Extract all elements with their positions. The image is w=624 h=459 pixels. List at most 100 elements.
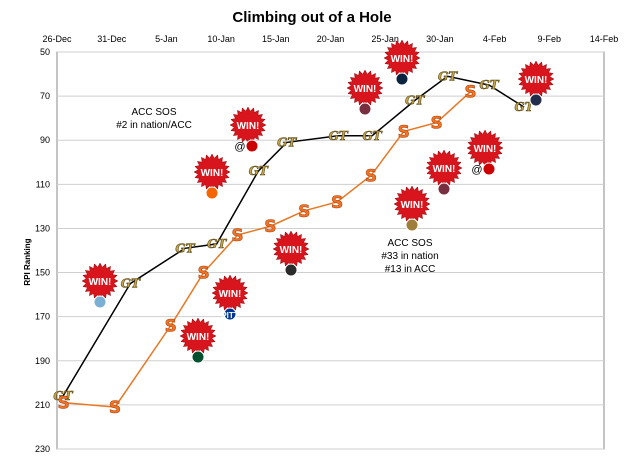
annotation-line: #13 in ACC	[385, 264, 436, 275]
syracuse-point-marker: S	[231, 226, 244, 247]
gt-point-marker: GT	[328, 129, 349, 144]
syracuse-point-marker: S	[57, 393, 70, 414]
x-tick-label: 26-Dec	[42, 34, 72, 44]
away-prefix: @	[471, 164, 482, 176]
x-tick-label: 31-Dec	[97, 34, 127, 44]
annotation-line: ACC SOS	[387, 238, 432, 249]
svg-text:S: S	[57, 394, 69, 414]
wake-forest-logo-icon	[405, 218, 419, 232]
svg-text:S: S	[398, 122, 410, 142]
syracuse-point-marker: S	[197, 263, 210, 284]
gt-acc-sos-annotation: ACC SOS #2 in nation/ACC	[116, 107, 192, 131]
syracuse-point-marker: S	[430, 113, 443, 134]
svg-text:GT: GT	[175, 241, 195, 255]
x-tick-label: 15-Jan	[262, 34, 290, 44]
svg-text:GT: GT	[121, 277, 141, 291]
win-badge: WIN! @	[229, 106, 267, 153]
starburst-icon	[383, 39, 421, 77]
starburst-icon	[229, 106, 267, 144]
svg-text:GT: GT	[362, 129, 382, 143]
x-tick-label: 25-Jan	[371, 34, 399, 44]
x-tick-label: 20-Jan	[317, 34, 345, 44]
gt-point-marker: GT	[53, 389, 74, 404]
svg-text:GT: GT	[277, 135, 297, 149]
fsu-logo-icon	[358, 102, 372, 116]
y-tick-label: 230	[35, 444, 50, 454]
syracuse-acc-sos-annotation: ACC SOS #33 in nation #13 in ACC	[381, 238, 438, 275]
nc-state-logo-icon	[482, 162, 496, 176]
win-badge-label: WIN!	[201, 168, 224, 179]
win-badge: WIN!	[383, 39, 421, 86]
svg-text:GT: GT	[53, 389, 73, 403]
win-badge-label: WIN!	[89, 277, 112, 288]
starburst-icon	[346, 69, 384, 107]
win-badge: WIN!	[517, 60, 555, 107]
x-tick-label: 5-Jan	[155, 34, 178, 44]
nc-state-logo-icon	[245, 139, 259, 153]
gt-point-marker: GT	[405, 93, 426, 108]
gt-point-marker: GT	[120, 276, 141, 291]
win-badge: WIN! @	[466, 129, 504, 176]
svg-text:S: S	[430, 114, 442, 134]
pitt-logo-icon	[223, 307, 237, 321]
grid-layer	[56, 51, 605, 450]
annotation-layer: ACC SOS #2 in nation/ACC ACC SOS #33 in nat…	[116, 107, 438, 275]
y-tick-label: 70	[40, 91, 50, 101]
miami-logo-icon	[191, 350, 205, 364]
win-badge-label: WIN!	[525, 75, 548, 86]
svg-text:S: S	[264, 217, 276, 237]
svg-text:GT: GT	[438, 69, 458, 83]
svg-text:GT: GT	[515, 100, 535, 114]
svg-text:S: S	[165, 316, 177, 336]
pitt-wordmark: PITT	[221, 311, 238, 320]
svg-text:S: S	[365, 167, 377, 187]
svg-text:S: S	[298, 202, 310, 222]
win-badge-label: WIN!	[391, 54, 414, 65]
starburst-icon	[517, 60, 555, 98]
starburst-icon	[393, 185, 431, 223]
win-badge: WIN!	[272, 230, 310, 277]
win-badge-label: WIN!	[237, 121, 260, 132]
syracuse-point-marker: S	[264, 217, 277, 238]
svg-text:S: S	[109, 398, 121, 418]
win-badge: WIN!	[193, 153, 231, 200]
win-badge-label: WIN!	[187, 332, 210, 343]
y-tick-label: 150	[35, 268, 50, 278]
svg-text:GT: GT	[207, 237, 227, 251]
x-tick-label: 4-Feb	[483, 34, 507, 44]
y-axis-label: RPI Ranking	[23, 238, 32, 285]
svg-text:GT: GT	[329, 129, 349, 143]
gt-point-marker: GT	[175, 241, 196, 256]
win-badge: WIN!	[346, 69, 384, 116]
win-badge: WIN!	[425, 149, 463, 196]
starburst-icon	[272, 230, 310, 268]
syracuse-ranking-line	[63, 91, 472, 408]
unc-logo-icon	[93, 295, 107, 309]
svg-text:GT: GT	[249, 164, 269, 178]
clemson-logo-icon	[205, 186, 219, 200]
syracuse-point-marker: S	[397, 122, 410, 143]
notre-dame-logo-icon	[395, 72, 409, 86]
win-badge-label: WIN!	[280, 245, 303, 256]
win-badge-label: WIN!	[401, 200, 424, 211]
gt-point-marker: GT	[479, 78, 500, 93]
badge-layer: WIN! WIN! WIN! @ WIN! WIN! WIN! WIN! WIN! PITT WIN…	[81, 39, 555, 364]
win-badge-label: WIN!	[433, 164, 456, 175]
y-tick-label: 50	[40, 47, 50, 57]
gt-point-marker: GT	[362, 129, 383, 144]
axis-layer: 50 70 90 110 130 150 170 190 210 230 26-Dec 31-Dec 5…	[35, 34, 618, 454]
away-prefix: @	[234, 141, 245, 153]
y-tick-label: 130	[35, 223, 50, 233]
chart-title: Climbing out of a Hole	[232, 9, 391, 26]
syracuse-point-marker: S	[365, 166, 378, 187]
win-badge-label: WIN!	[354, 84, 377, 95]
syracuse-point-marker: S	[464, 82, 477, 103]
gt-point-marker: GT	[438, 69, 459, 84]
syracuse-point-marker: S	[331, 193, 344, 214]
y-tick-label: 90	[40, 135, 50, 145]
svg-text:S: S	[331, 193, 343, 213]
gt-point-marker: GT	[277, 135, 298, 150]
